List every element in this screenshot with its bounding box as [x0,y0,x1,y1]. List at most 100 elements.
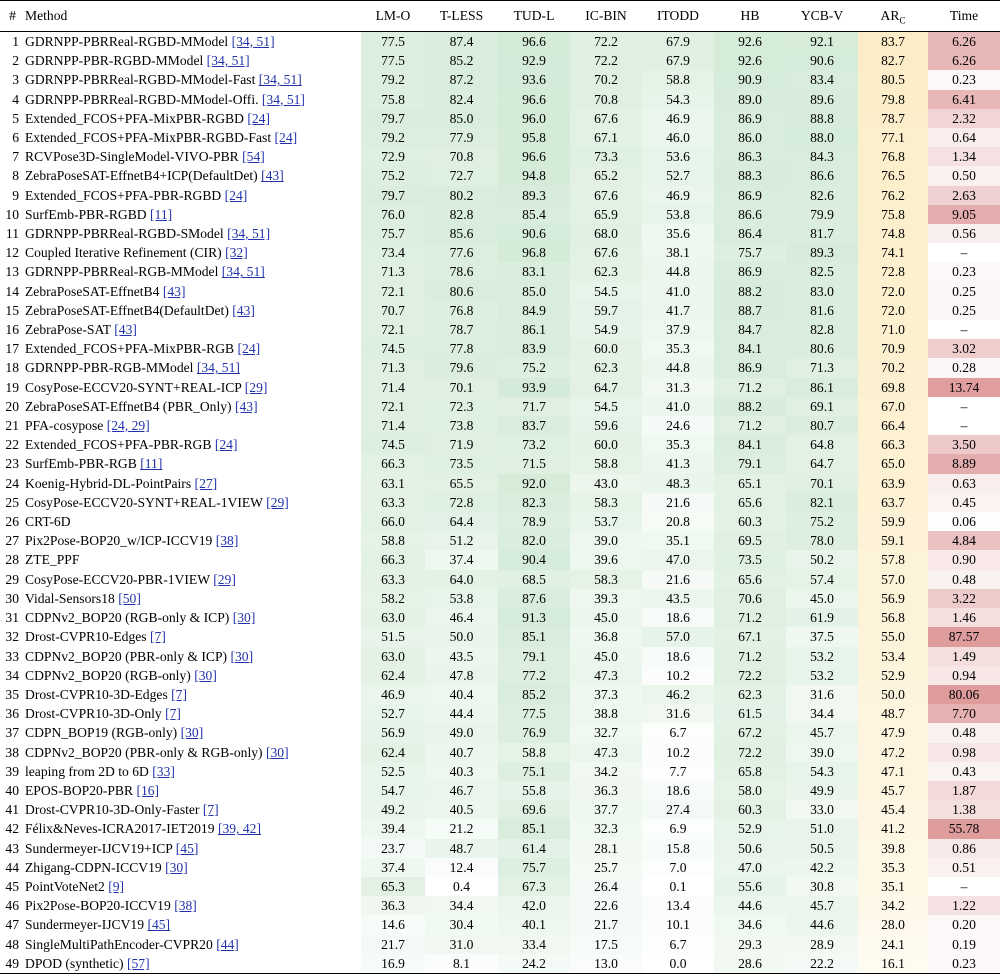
citation-link[interactable]: [39, 42] [217,821,261,837]
score-cell: 72.1 [361,320,425,340]
citation-link[interactable]: [24] [214,437,238,453]
method-cell: GDRNPP-PBRReal-RGBD-MModel [34, 51] [25,32,361,52]
score-cell: 84.7 [714,320,786,340]
score-cell: 92.0 [498,473,570,493]
score-cell: 77.6 [425,243,498,263]
time-cell: – [960,322,968,338]
citation-link[interactable]: [34, 51] [258,72,302,88]
score-cell: 67.1 [570,128,642,148]
score-cell: 85.0 [498,281,570,301]
score-cell: 82.6 [786,185,858,205]
score-cell: 59.6 [570,416,642,436]
citation-link[interactable]: [7] [150,629,166,645]
score-cell: 21.7 [570,915,642,935]
citation-link[interactable]: [34, 51] [261,91,305,107]
citation-link[interactable]: [38] [174,898,197,914]
score-cell: 93.6 [498,70,570,90]
table-row: 31 CDPNv2_BOP20 (RGB-only & ICP) [30] 63.0… [0,608,1000,628]
score-cell: 58.0 [714,780,786,801]
citation-link[interactable]: [24] [274,130,298,146]
citation-link[interactable]: [30] [230,648,254,664]
ar-cell: 63.9 [858,473,928,493]
citation-link[interactable]: [24, 29] [106,418,150,434]
citation-link[interactable]: [30] [265,744,289,760]
citation-link[interactable]: [34, 51] [206,53,250,69]
ar-cell: 28.0 [858,915,928,935]
method-cell: Vidal-Sensors18 [50] [25,589,361,608]
time-cell: 80.06 [928,684,1000,705]
citation-link[interactable]: [34, 51] [196,360,240,376]
score-cell: 95.8 [498,128,570,148]
score-cell: 53.2 [786,665,858,685]
citation-link[interactable]: [44] [216,936,239,952]
score-cell: 66.0 [361,512,425,532]
citation-link[interactable]: [30] [232,610,256,626]
ar-cell: 66.4 [858,416,928,436]
score-cell: 71.5 [498,454,570,474]
score-cell: 53.7 [570,512,642,532]
method-cell: DPOD (synthetic) [57] [25,953,361,974]
citation-link[interactable]: [32] [225,245,248,261]
table-row: 20 ZebraPoseSAT-EffnetB4 (PBR_Only) [43] 7… [0,396,1000,417]
citation-link[interactable]: [11] [150,206,173,222]
citation-link[interactable]: [16] [136,782,160,798]
method-name: Félix&Neves-ICRA2017-IET2019 [25,821,215,837]
score-cell: 28.9 [786,934,858,954]
citation-link[interactable]: [50] [118,590,141,606]
method-cell: Drost-CVPR10-3D-Edges [7] [25,685,361,704]
citation-link[interactable]: [43] [114,322,137,338]
method-cell: PFA-cosypose [24, 29] [25,416,361,435]
table-row: 13 GDRNPP-PBRReal-RGB-MModel [34, 51] 71.3… [0,262,1000,282]
score-cell: 79.9 [786,204,858,225]
citation-link[interactable]: [45] [175,840,199,856]
method-name: DPOD (synthetic) [25,955,124,971]
score-cell: 86.6 [714,204,786,225]
citation-link[interactable]: [30] [194,667,217,683]
citation-link[interactable]: [24] [237,341,261,357]
citation-link[interactable]: [38] [215,533,239,549]
score-cell: 65.8 [714,761,786,781]
method-name: GDRNPP-PBRReal-RGBD-SModel [25,226,224,242]
score-cell: 44.8 [642,358,714,378]
citation-link[interactable]: [43] [162,283,186,299]
citation-link[interactable]: [27] [194,475,218,491]
row-index: 16 [5,322,19,338]
citation-link[interactable]: [29] [213,571,236,587]
citation-link[interactable]: [57] [126,955,150,971]
score-cell: 72.8 [425,492,498,513]
citation-link[interactable]: [43] [261,168,284,184]
citation-link[interactable]: [34, 51] [231,34,275,49]
citation-link[interactable]: [11] [140,456,163,472]
score-cell: 85.1 [498,627,570,647]
citation-link[interactable]: [7] [202,802,219,818]
score-cell: 38.1 [642,243,714,263]
citation-link[interactable]: [24] [224,187,248,203]
citation-link[interactable]: [43] [232,302,255,318]
score-cell: 54.7 [361,780,425,801]
row-index: 12 [5,245,19,261]
time-cell: 0.43 [928,761,1000,781]
score-cell: 71.3 [361,358,425,378]
time-cell: 1.22 [928,896,1000,916]
citation-link[interactable]: [34, 51] [227,226,271,242]
header-ar-main: AR [880,8,900,23]
citation-link[interactable]: [29] [266,494,289,510]
citation-link[interactable]: [30] [180,725,204,741]
citation-link[interactable]: [45] [147,917,171,933]
citation-link[interactable]: [54] [242,149,265,165]
score-cell: 69.5 [714,531,786,551]
citation-link[interactable]: [7] [171,686,187,702]
method-name: GDRNPP-PBRReal-RGB-MModel [25,264,219,280]
score-cell: 48.7 [425,838,498,858]
ar-cell: 57.0 [858,569,928,589]
score-cell: 65.5 [425,473,498,493]
citation-link[interactable]: [30] [165,859,188,875]
citation-link[interactable]: [43] [234,398,258,414]
score-cell: 29.3 [714,934,786,954]
citation-link[interactable]: [33] [152,763,175,779]
citation-link[interactable]: [29] [244,379,268,395]
citation-link[interactable]: [24] [247,110,270,126]
citation-link[interactable]: [9] [108,878,125,894]
citation-link[interactable]: [7] [165,706,181,722]
citation-link[interactable]: [34, 51] [221,264,265,280]
